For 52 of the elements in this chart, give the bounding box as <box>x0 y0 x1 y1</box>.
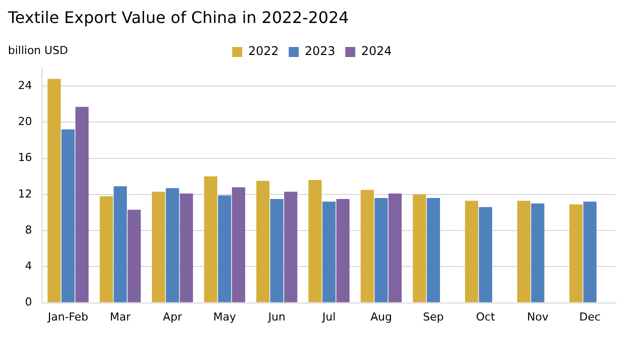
bar <box>412 194 426 302</box>
bar <box>204 176 218 302</box>
bar <box>75 106 89 302</box>
y-tick-label: 16 <box>18 151 32 164</box>
bar <box>388 194 402 302</box>
x-tick-label: Oct <box>476 310 496 324</box>
x-tick-label: Apr <box>162 310 182 324</box>
bar <box>100 196 113 302</box>
bar <box>322 202 336 302</box>
x-tick-label: Jun <box>267 310 286 324</box>
x-tick-label: May <box>213 310 236 324</box>
bar <box>426 198 440 302</box>
bar <box>569 204 583 302</box>
y-tick-label: 0 <box>24 296 32 309</box>
x-tick-label: Aug <box>370 310 392 324</box>
bar <box>478 207 492 302</box>
bar <box>218 195 232 302</box>
bar <box>256 180 270 302</box>
bar <box>61 129 75 302</box>
bar <box>284 192 298 302</box>
chart-title: Textile Export Value of China in 2022-2024 <box>8 8 350 29</box>
bar <box>180 194 193 302</box>
bar <box>152 192 166 302</box>
y-tick-label: 4 <box>24 260 32 273</box>
x-tick-label: Jul <box>321 310 336 324</box>
bar <box>531 203 544 302</box>
bar <box>374 198 388 302</box>
x-tick-label: Mar <box>110 310 132 324</box>
x-tick-label: Jan-Feb <box>46 310 88 324</box>
bar <box>48 78 61 302</box>
legend-label: 2022 <box>248 44 279 58</box>
y-axis-title: billion USD <box>8 44 68 57</box>
x-tick-label: Dec <box>579 310 601 324</box>
bar <box>128 210 141 302</box>
legend-label: 2023 <box>304 44 336 58</box>
bar <box>308 180 322 302</box>
bar <box>336 198 350 302</box>
x-tick-label: Sep <box>422 310 444 324</box>
y-tick-label: 8 <box>24 223 32 236</box>
bar <box>270 198 284 302</box>
bar <box>583 202 597 302</box>
bar <box>360 190 374 302</box>
bar <box>232 187 246 302</box>
bar <box>517 200 530 302</box>
y-tick-label: 24 <box>18 78 32 92</box>
legend-label: 2024 <box>361 44 392 58</box>
x-tick-label: Nov <box>526 310 549 324</box>
bar <box>114 186 127 302</box>
bar <box>465 200 478 302</box>
bar <box>166 188 180 302</box>
y-tick-label: 12 <box>18 187 32 200</box>
y-tick-label: 20 <box>18 115 32 128</box>
